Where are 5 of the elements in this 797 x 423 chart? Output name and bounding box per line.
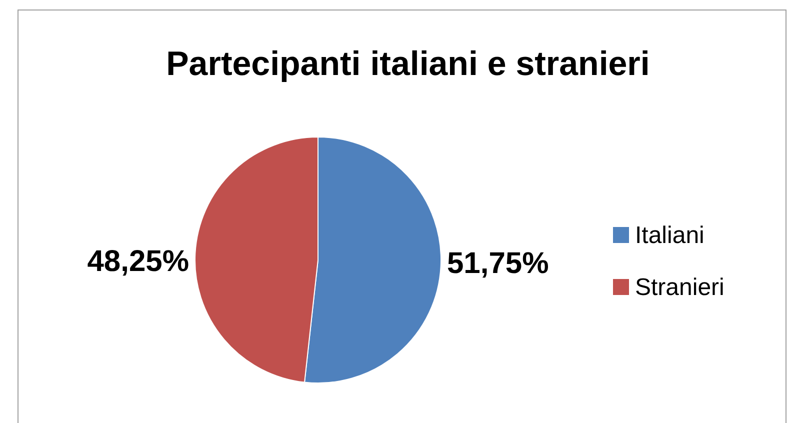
data-label: 48,25% [87,244,189,278]
chart-title: Partecipanti italiani e stranieri [166,45,650,83]
data-label: 51,75% [447,247,549,280]
legend-label: Italiani [635,222,704,249]
legend-label: Stranieri [635,274,724,301]
